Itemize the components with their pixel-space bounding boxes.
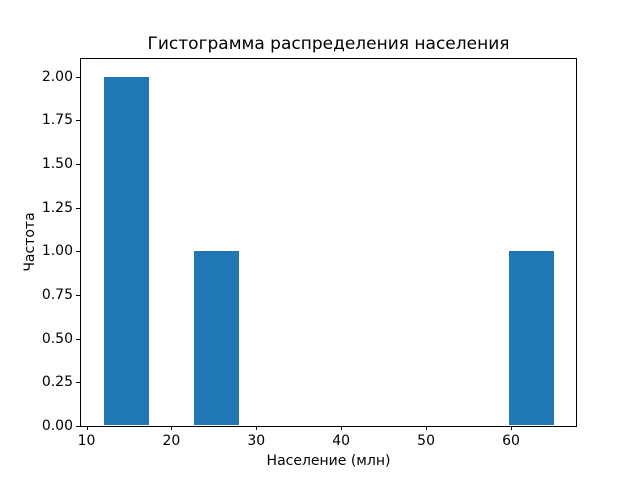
chart-title: Гистограмма распределения населения	[147, 34, 510, 54]
histogram-bar	[103, 76, 149, 425]
y-tick-mark	[76, 294, 80, 296]
x-tick-mark	[341, 426, 343, 430]
x-tick-mark	[171, 426, 173, 430]
x-tick-label: 30	[247, 433, 266, 449]
y-tick-label: 1.50	[41, 155, 73, 172]
y-tick-label: 0.75	[41, 286, 73, 303]
x-tick-label: 40	[332, 433, 351, 449]
y-tick-label: 1.25	[41, 199, 73, 216]
y-tick-mark	[76, 76, 80, 78]
x-tick-mark	[256, 426, 258, 430]
y-tick-label: 2.00	[41, 68, 73, 85]
x-tick-label: 50	[417, 433, 435, 449]
y-tick-label: 0.25	[41, 374, 73, 391]
x-tick-mark	[511, 426, 512, 430]
x-tick-mark	[86, 426, 88, 430]
y-tick-mark	[76, 382, 80, 384]
plot-area	[80, 58, 577, 427]
y-tick-mark	[76, 207, 80, 209]
x-axis-label: Население (млн)	[266, 453, 391, 469]
y-tick-mark	[76, 120, 80, 122]
y-tick-label: 0.50	[41, 330, 73, 347]
x-tick-label: 10	[77, 433, 96, 449]
x-tick-label: 60	[502, 433, 520, 449]
y-tick-label: 0.00	[41, 418, 73, 434]
histogram-bar	[193, 251, 239, 425]
y-tick-label: 1.00	[41, 243, 73, 260]
y-tick-mark	[76, 251, 80, 253]
y-tick-mark	[76, 426, 80, 427]
y-tick-label: 1.75	[41, 112, 73, 129]
x-tick-label: 20	[162, 433, 181, 449]
y-tick-mark	[76, 338, 80, 340]
y-axis-label: Частота	[22, 212, 38, 272]
histogram-bar	[508, 251, 554, 425]
x-tick-mark	[426, 426, 428, 430]
y-tick-mark	[76, 163, 80, 165]
